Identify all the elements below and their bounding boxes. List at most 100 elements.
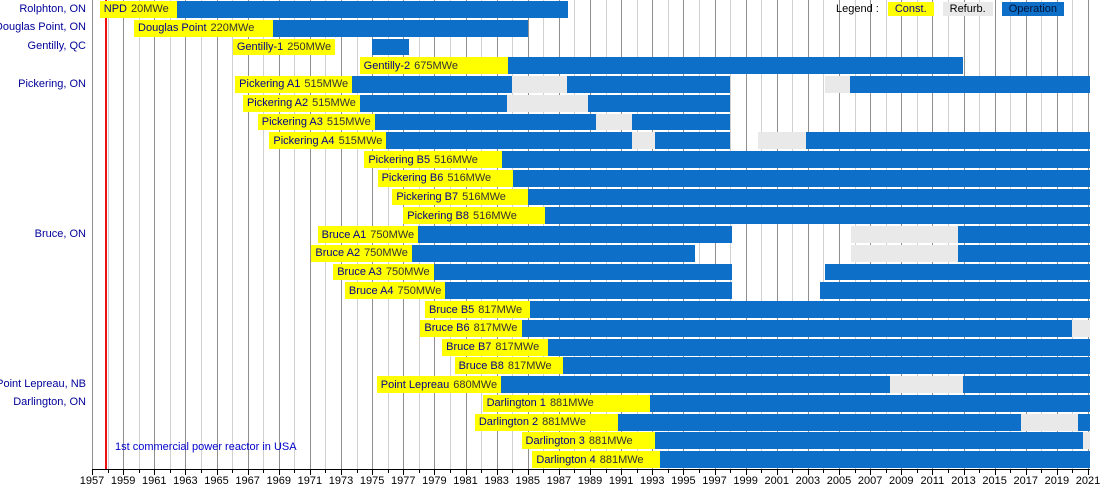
axis-tick — [278, 470, 280, 475]
reactor-label: Douglas Point 220MWe — [134, 19, 259, 37]
reactor-row: Bruce B8 817MWe — [92, 357, 1090, 375]
reactor-row: Bruce A1 750MWe — [92, 226, 1090, 243]
operation-bar — [432, 282, 732, 300]
reactor-row: Bruce A4 750MWe — [92, 282, 1090, 300]
reactor-power: 817MWe — [495, 341, 540, 354]
reactor-name: Bruce A3 — [337, 266, 382, 279]
reactor-power: 516MWe — [473, 209, 517, 222]
axis-tick — [185, 470, 187, 475]
axis-tick — [232, 470, 234, 473]
axis-tick-label: 1963 — [173, 475, 198, 487]
operation-bar — [958, 226, 1090, 243]
axis-tick-label: 1983 — [484, 475, 509, 487]
axis-tick-label: 1979 — [422, 475, 447, 487]
axis-tick-label: 2019 — [1044, 475, 1070, 487]
operation-bar — [806, 132, 1090, 150]
reactor-power: 516MWe — [447, 172, 492, 185]
reactor-row: Gentilly-1 250MWe — [92, 38, 1090, 56]
axis-tick — [169, 470, 171, 473]
axis-tick-label: 1977 — [391, 475, 416, 487]
axis-tick — [216, 470, 218, 475]
reactor-name: Douglas Point — [138, 22, 207, 35]
refurbishment-bar — [1021, 413, 1078, 431]
reactor-label: Pickering A1 515MWe — [235, 76, 353, 93]
axis-tick — [138, 470, 140, 473]
gridline-year — [294, 0, 296, 469]
reactor-label: Point Lepreau 680MWe — [376, 376, 502, 394]
reactor-row: Pickering A3 515MWe — [92, 113, 1090, 131]
axis-tick-label: 1997 — [702, 475, 727, 487]
axis-tick — [745, 470, 747, 475]
axis-tick-label: 1975 — [359, 475, 385, 487]
axis-tick — [558, 470, 560, 475]
gridline-year — [309, 0, 311, 469]
legend-title: Legend : — [836, 3, 879, 15]
reactor-name: Pickering B6 — [381, 172, 444, 185]
reactor-power: 20MWe — [131, 3, 169, 16]
reactor-name: Point Lepreau — [380, 378, 450, 391]
refurbishment-bar — [1083, 432, 1090, 450]
reactor-row: Pickering B6 516MWe — [92, 169, 1090, 187]
reactor-power: 881MWe — [542, 416, 586, 429]
gridline-year — [839, 0, 840, 469]
reactor-label: Pickering B7 516MWe — [392, 188, 510, 206]
axis-tick-label: 1959 — [110, 475, 136, 487]
reactor-label: Bruce A1 750MWe — [317, 226, 419, 243]
reactor-label: Bruce A2 750MWe — [311, 244, 412, 262]
reactor-name: Pickering B5 — [368, 153, 431, 166]
reactor-row: Bruce B7 817MWe — [92, 338, 1090, 356]
reactor-label: Bruce B5 817MWe — [425, 301, 527, 319]
axis-tick — [916, 470, 918, 473]
site-label: Darlington, ON — [13, 396, 86, 409]
operation-bar — [530, 301, 1090, 319]
operation-bar — [421, 263, 732, 281]
gridline-year — [92, 0, 93, 469]
axis-tick — [621, 470, 623, 475]
operation-bar — [502, 151, 1090, 168]
reactor-label: Gentilly-2 675MWe — [359, 57, 462, 75]
reactor-row: Bruce A2 750MWe — [92, 244, 1090, 262]
axis-tick — [527, 470, 529, 475]
operation-bar — [632, 113, 731, 131]
reactor-name: Bruce B8 — [458, 359, 504, 372]
gridline-year — [823, 0, 825, 469]
reactor-power: 881MWe — [599, 453, 644, 466]
legend-item-construction: Const. — [887, 2, 934, 16]
axis-tick-label: 2017 — [1013, 475, 1038, 487]
axis-tick — [885, 470, 887, 473]
axis-tick — [263, 470, 265, 473]
axis-tick — [932, 470, 934, 475]
reactor-power: 516MWe — [434, 153, 478, 166]
reactor-name: Bruce A4 — [348, 284, 394, 297]
axis-tick — [652, 470, 654, 475]
reactor-name: Pickering B7 — [396, 191, 459, 204]
refurbishment-bar — [851, 226, 959, 243]
operation-bar — [547, 338, 1090, 356]
axis-tick — [512, 470, 514, 473]
reactor-power: 881MWe — [549, 397, 594, 410]
reactor-power: 516MWe — [462, 191, 506, 204]
gridline-year — [263, 0, 265, 469]
gridline-year — [169, 0, 171, 469]
gridline-year — [138, 0, 140, 469]
operation-bar — [507, 57, 964, 75]
reactor-label: Pickering B5 516MWe — [364, 151, 482, 168]
reactor-name: Darlington 1 — [486, 397, 546, 410]
axis-tick — [683, 470, 685, 475]
reactor-power: 750MWe — [385, 266, 430, 279]
gridline-year — [278, 0, 280, 469]
axis-tick — [434, 470, 436, 475]
site-label: Pickering, ON — [18, 77, 86, 90]
axis-tick — [698, 470, 700, 473]
axis-tick — [590, 470, 591, 475]
axis-tick — [341, 470, 342, 475]
axis-tick — [823, 470, 825, 473]
refurbishment-bar — [1072, 319, 1090, 337]
reactor-power: 817MWe — [507, 359, 552, 372]
reactor-name: Bruce B5 — [429, 303, 475, 316]
axis-tick-label: 1989 — [577, 475, 603, 487]
reactor-label: NPD 20MWe — [99, 1, 173, 18]
reactor-power: 220MWe — [210, 22, 255, 35]
axis-tick — [605, 470, 607, 473]
axis-tick-label: 1957 — [79, 475, 105, 487]
